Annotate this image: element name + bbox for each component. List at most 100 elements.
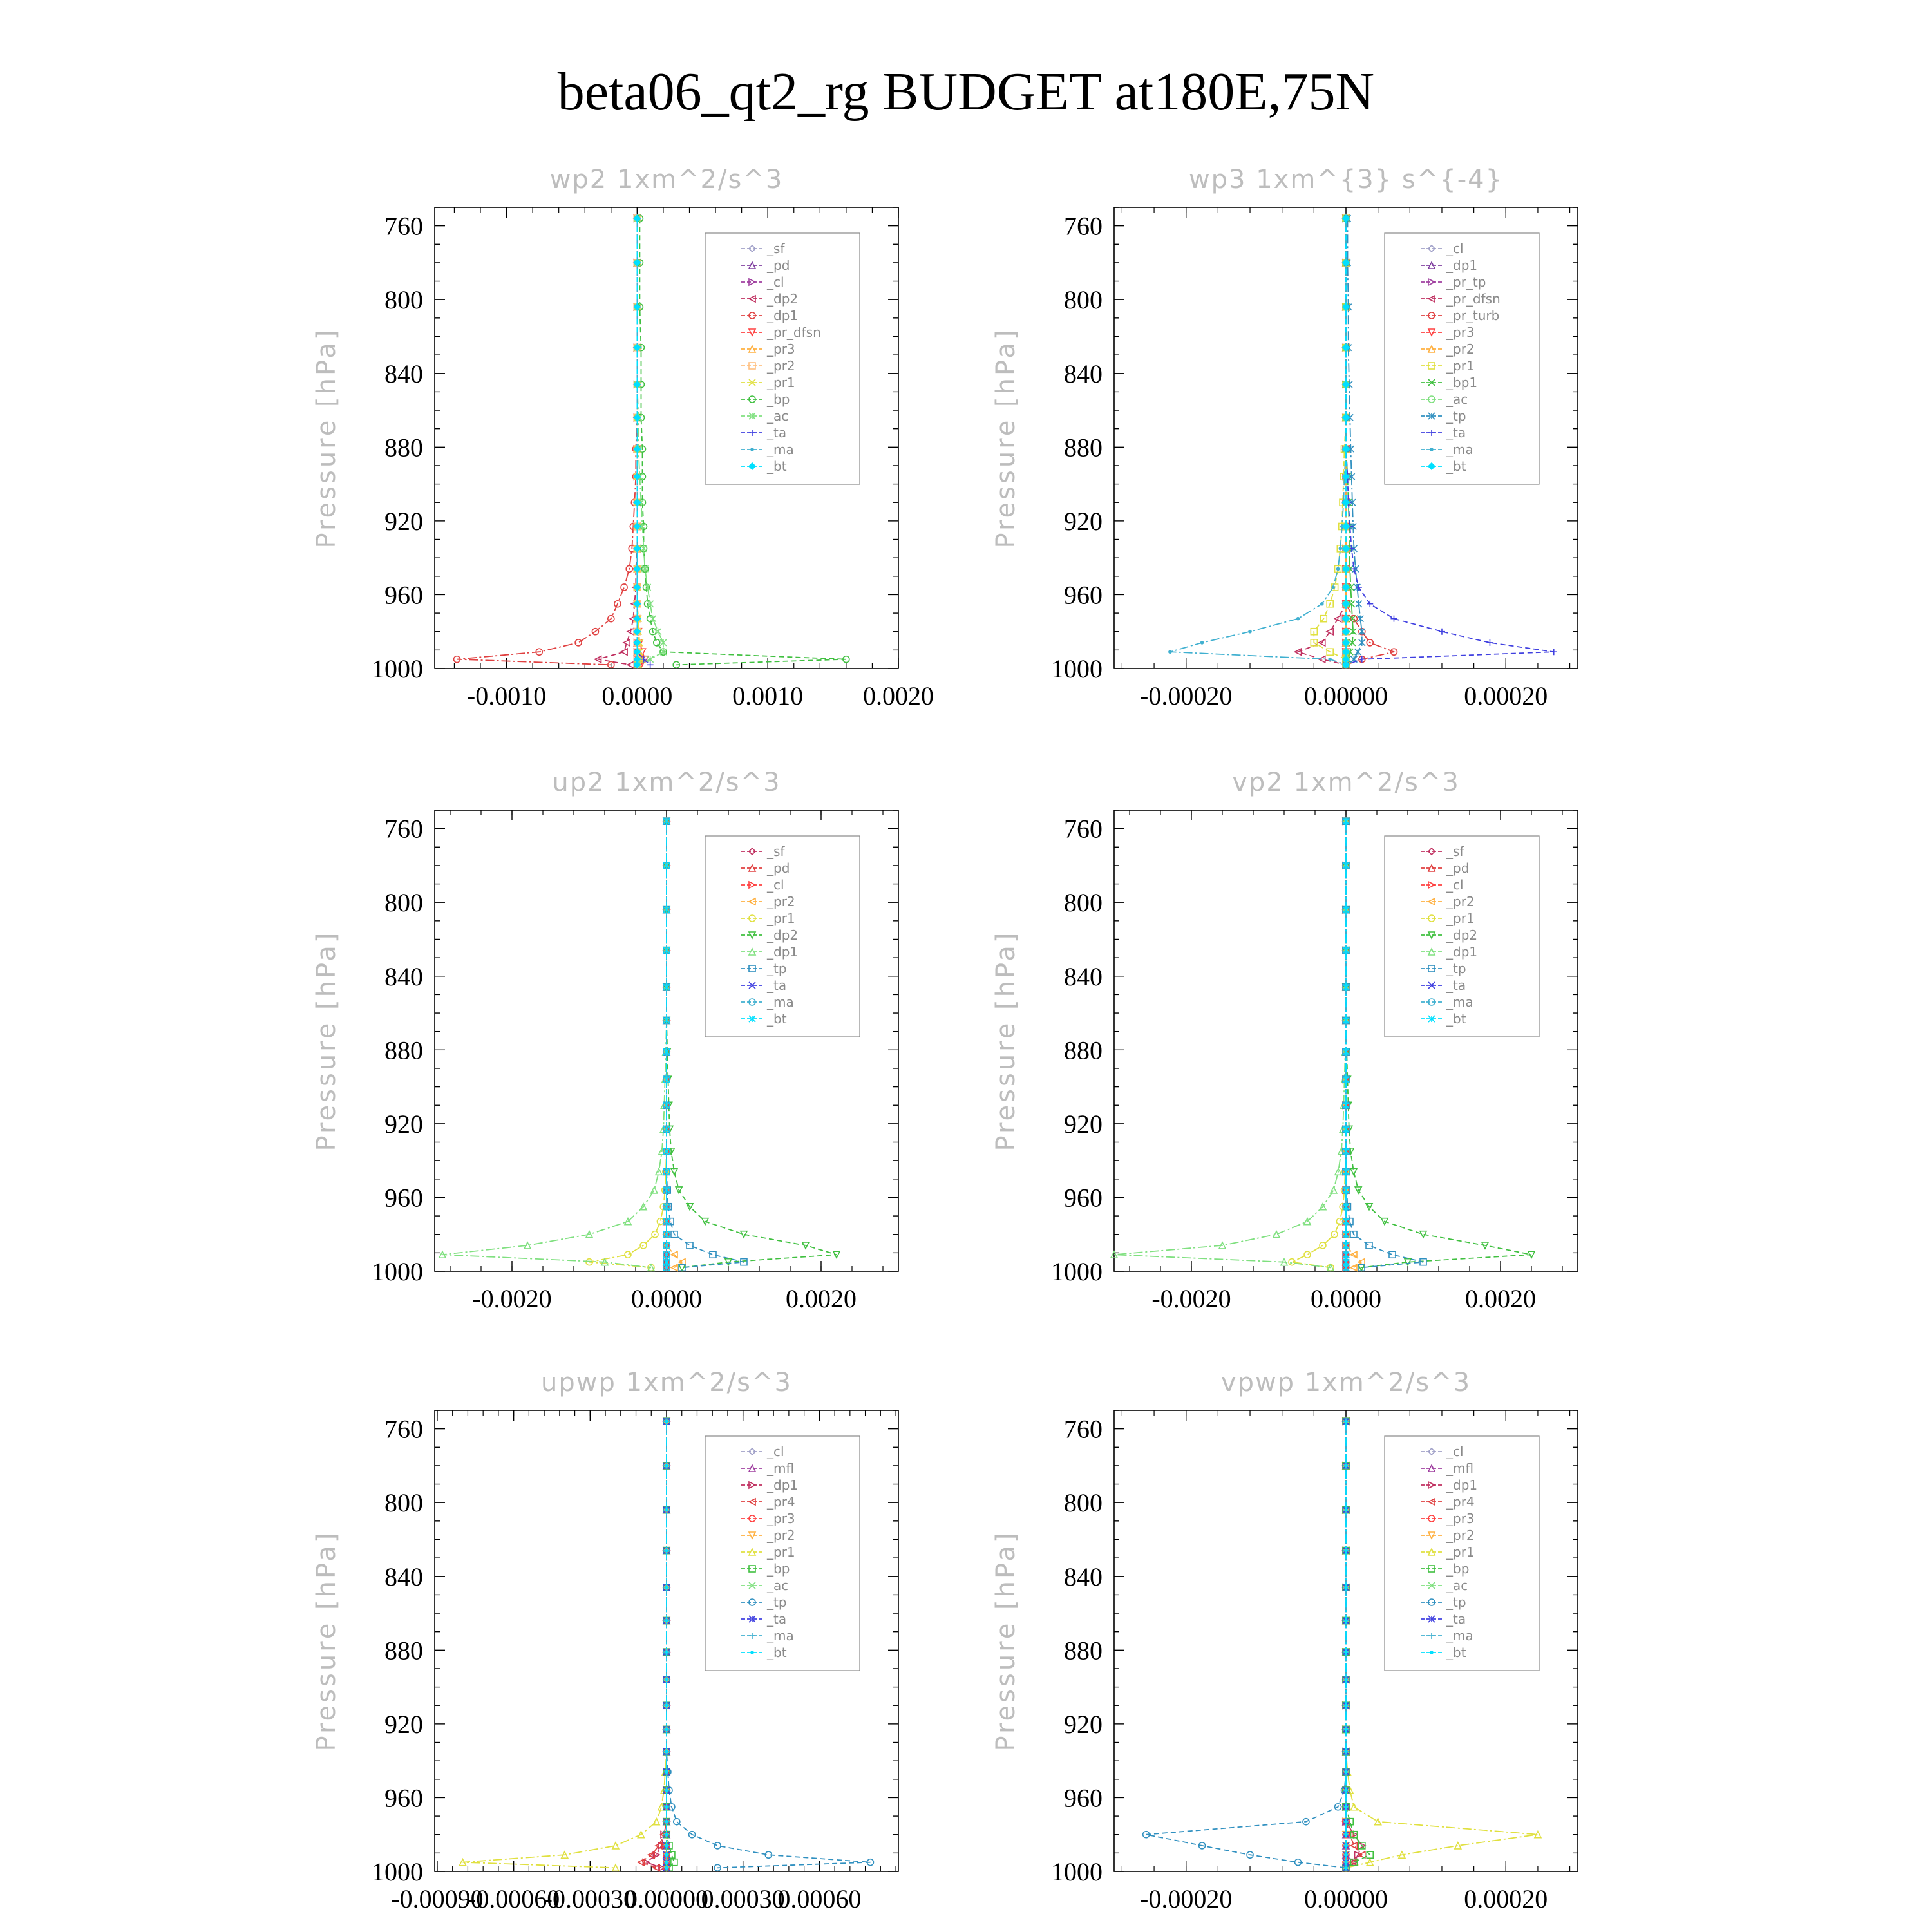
data-point [663, 906, 670, 914]
data-point [1341, 565, 1350, 573]
legend-marker [1428, 312, 1435, 319]
series-ma [1168, 216, 1348, 667]
legend: _sf_pd_cl_pr2 _pr1_dp2_dp1_tp _ta_ma_bt [1384, 835, 1540, 1037]
data-point [1365, 1202, 1374, 1211]
data-point [639, 1242, 647, 1249]
data-point [633, 214, 641, 223]
legend-label: _dp1 [1446, 258, 1477, 273]
data-point [665, 1419, 668, 1423]
data-point [801, 1242, 810, 1250]
data-point [1346, 413, 1354, 422]
legend-label: _dp2 [766, 927, 798, 943]
legend-label: _dp1 [766, 944, 798, 960]
data-point [1320, 601, 1324, 606]
legend: _sf_pd_cl_pr2 _pr1_dp2_dp1_tp _ta_ma_bt [705, 835, 860, 1037]
data-point [560, 1850, 569, 1859]
x-tick-label: 0.0010 [732, 681, 803, 710]
series-line [598, 218, 638, 666]
x-tick-label: 0.00020 [1464, 1884, 1548, 1913]
legend-label: _pr3 [766, 1511, 795, 1526]
data-point [1142, 1830, 1150, 1839]
y-tick-label: 1000 [1051, 654, 1103, 683]
legend-label: _pd [766, 258, 790, 273]
legend-label: _ta [1446, 425, 1466, 440]
y-axis-label: Pressure [hPa] [991, 931, 1021, 1151]
data-point [764, 1851, 773, 1859]
legend-marker [1428, 395, 1435, 403]
data-point [1349, 615, 1356, 623]
series-pr4 [636, 1417, 670, 1872]
data-point [1349, 498, 1356, 506]
data-point [1342, 983, 1350, 991]
legend-label: _pr1 [1446, 1544, 1475, 1560]
data-point [663, 1251, 670, 1258]
data-point [1341, 583, 1350, 592]
data-point [1198, 1842, 1206, 1850]
series-dp1 [1110, 817, 1350, 1272]
series-dp1 [438, 817, 671, 1272]
data-point [654, 1167, 663, 1176]
data-point [663, 1218, 670, 1226]
legend-marker [1428, 1598, 1435, 1606]
legend-label: _pr1 [1446, 358, 1475, 374]
series-line [1170, 218, 1347, 666]
x-tick-label: 0.00000 [1304, 1884, 1388, 1913]
y-axis-label: Pressure [hPa] [312, 328, 341, 549]
data-point [633, 343, 641, 352]
data-point [1344, 1844, 1348, 1848]
y-tick-label: 920 [1064, 1710, 1103, 1739]
data-point [1280, 1257, 1289, 1266]
legend-marker [748, 1582, 756, 1589]
data-point [1342, 1264, 1350, 1271]
data-point [670, 1250, 678, 1259]
series-line [1345, 218, 1363, 666]
legend-label: _ma [766, 994, 794, 1010]
legend-label: _bp [766, 392, 790, 407]
plot-frame [434, 207, 899, 669]
data-point [1342, 817, 1350, 825]
data-point [649, 615, 657, 623]
data-point [672, 661, 681, 669]
data-point [591, 627, 600, 636]
series-line [639, 218, 846, 666]
y-tick-label: 800 [384, 1488, 423, 1517]
y-tick-label: 800 [1064, 1488, 1103, 1517]
data-point [1341, 498, 1350, 507]
data-point [1331, 1230, 1338, 1238]
data-point [658, 1863, 666, 1872]
legend-marker [748, 914, 756, 922]
data-point [678, 1264, 686, 1272]
x-tick-label: 0.00000 [1304, 681, 1388, 710]
y-tick-label: 760 [1064, 1415, 1103, 1444]
data-point [1438, 628, 1445, 635]
y-tick-label: 840 [384, 962, 423, 991]
y-tick-label: 960 [384, 1183, 423, 1212]
data-point [665, 1770, 668, 1774]
series-pr_dfsn [1293, 214, 1350, 669]
data-point [1550, 649, 1557, 656]
series-bt [1344, 1419, 1348, 1870]
legend-marker [1430, 1651, 1434, 1654]
data-point [1348, 600, 1356, 608]
legend-marker [748, 261, 757, 269]
data-point [866, 1858, 875, 1866]
data-point [535, 648, 544, 656]
data-point [1328, 657, 1332, 661]
data-point [709, 1251, 717, 1259]
data-point [1341, 600, 1350, 608]
legend-label: _pr_tp [1446, 274, 1486, 290]
series-line [1345, 821, 1363, 1269]
data-point [633, 638, 641, 647]
data-point [1349, 1841, 1358, 1850]
data-point [1349, 1263, 1358, 1272]
data-point [1354, 1850, 1363, 1859]
data-point [663, 1242, 670, 1249]
legend-marker [1428, 1615, 1435, 1623]
legend-label: _bt [1446, 459, 1466, 474]
data-point [1344, 1788, 1348, 1792]
data-point [670, 1263, 678, 1272]
x-tick-label: -0.0020 [1151, 1284, 1231, 1313]
data-point [624, 1251, 632, 1259]
legend-box [1384, 232, 1540, 485]
